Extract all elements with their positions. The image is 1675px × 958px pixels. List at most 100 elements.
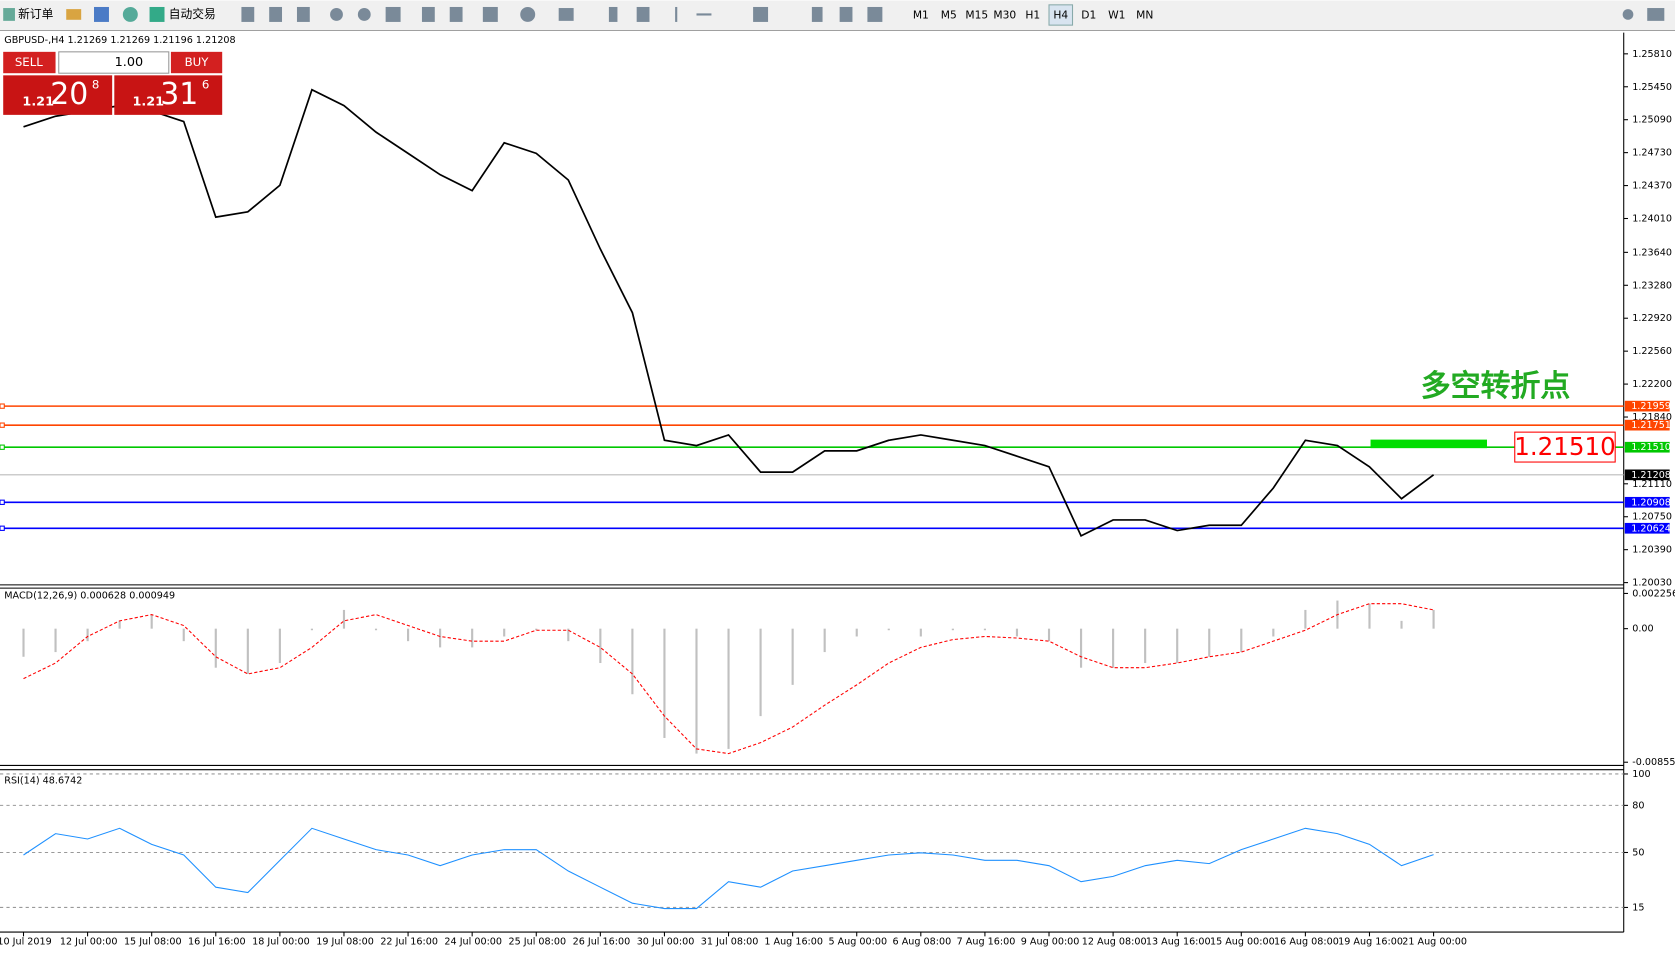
macd-bar	[503, 628, 506, 637]
icon[interactable]	[558, 8, 574, 21]
macd-bar	[1368, 603, 1371, 629]
icon[interactable]	[385, 6, 401, 22]
timeframe-button[interactable]: MN	[1136, 9, 1153, 22]
y-tick-label: 1.22920	[1632, 313, 1672, 324]
autotrade-icon[interactable]	[149, 6, 165, 22]
level-label-bg	[1624, 496, 1670, 508]
macd-bar	[54, 628, 57, 653]
timeframe-button[interactable]: M1	[913, 9, 929, 22]
x-tick-label: 19 Jul 08:00	[316, 937, 374, 948]
y-tick-label: 1.22200	[1632, 379, 1672, 390]
lots-value[interactable]: 1.00	[115, 55, 144, 70]
y-tick-label: 15	[1632, 902, 1644, 913]
level-label: 1.20908	[1631, 497, 1671, 508]
x-tick-label: 16 Aug 08:00	[1274, 937, 1339, 948]
sell-button[interactable]	[3, 51, 56, 74]
buy-price-big[interactable]: 1.21	[132, 95, 164, 110]
price-callout-box	[1514, 431, 1616, 463]
y-tick-label: 100	[1632, 769, 1650, 780]
icon[interactable]	[675, 6, 678, 22]
icon[interactable]	[122, 6, 138, 22]
x-tick-label: 9 Aug 00:00	[1021, 937, 1080, 948]
x-tick-label: 24 Jul 00:00	[444, 937, 502, 948]
timeframe-button[interactable]: M15	[965, 9, 988, 22]
buy-price-main[interactable]: 31	[160, 77, 198, 112]
macd-bar	[1079, 628, 1083, 668]
icon[interactable]	[330, 8, 343, 21]
x-tick-label: 21 Aug 00:00	[1402, 937, 1467, 948]
buy-button[interactable]	[170, 51, 223, 74]
macd-bar	[1240, 628, 1243, 653]
autotrade-button[interactable]: 自动交易	[169, 7, 216, 21]
level-label-bg	[1624, 419, 1670, 431]
level-handle	[0, 444, 5, 450]
icon[interactable]	[357, 8, 371, 21]
timeframe-active[interactable]	[1048, 4, 1074, 26]
macd-bar	[182, 628, 185, 642]
timeframe-button[interactable]: D1	[1081, 9, 1096, 22]
rsi-title: RSI(14) 48.6742	[4, 775, 82, 786]
x-tick-label: 12 Jul 00:00	[60, 937, 118, 948]
timeframe-button[interactable]: M30	[993, 9, 1016, 22]
sell-price-big[interactable]: 1.21	[22, 95, 54, 110]
y-tick-label: 1.21840	[1632, 412, 1672, 423]
macd-bar	[246, 628, 249, 674]
buy-price-small[interactable]: 6	[202, 77, 209, 91]
icon[interactable]	[636, 6, 650, 22]
x-tick-label: 12 Aug 08:00	[1082, 937, 1147, 948]
timeframe-button[interactable]: H4	[1053, 9, 1068, 22]
bid-label-bg	[1624, 469, 1670, 481]
x-tick-label: 18 Jul 00:00	[252, 937, 310, 948]
search-icon[interactable]	[1622, 9, 1634, 20]
icon[interactable]	[811, 6, 823, 22]
macd-bar	[1112, 628, 1115, 668]
timeframe-button[interactable]: H1	[1025, 9, 1040, 22]
icon[interactable]	[94, 6, 109, 22]
sell-price-box[interactable]	[3, 75, 113, 115]
icon[interactable]	[296, 6, 310, 22]
buy-price-box[interactable]	[114, 75, 223, 115]
chart-title: GBPUSD-,H4 1.21269 1.21269 1.21196 1.212…	[4, 35, 235, 46]
macd-bar	[1400, 620, 1403, 629]
lots-field[interactable]	[58, 51, 170, 74]
new-order-button[interactable]: 新订单	[18, 7, 53, 21]
icon[interactable]	[66, 9, 82, 20]
macd-bar	[214, 628, 217, 668]
icon[interactable]	[753, 6, 769, 22]
icon[interactable]	[482, 6, 498, 22]
icon[interactable]	[839, 6, 853, 22]
icon[interactable]	[241, 6, 255, 22]
level-label: 1.21510	[1631, 442, 1671, 453]
buy-label[interactable]: BUY	[185, 55, 210, 69]
macd-bar	[983, 628, 986, 631]
x-tick-label: 10 Jul 2019	[0, 937, 52, 948]
macd-bar	[310, 628, 313, 631]
sell-price-main[interactable]: 20	[50, 77, 88, 112]
timeframe-button[interactable]: W1	[1108, 9, 1125, 22]
turning-point-bar	[1370, 439, 1487, 449]
icon[interactable]	[867, 6, 883, 22]
sell-label[interactable]: SELL	[15, 55, 43, 69]
macd-bar	[342, 609, 346, 629]
icon[interactable]	[421, 6, 435, 22]
sell-price-small[interactable]: 8	[92, 77, 99, 91]
y-tick-label: 1.20030	[1632, 578, 1672, 589]
price-callout: 1.21510	[1514, 432, 1616, 461]
timeframe-button[interactable]: M5	[941, 9, 957, 22]
chat-icon[interactable]	[1647, 8, 1665, 21]
icon[interactable]	[520, 6, 536, 22]
macd-bar	[759, 628, 762, 717]
x-tick-label: 26 Jul 16:00	[573, 937, 631, 948]
icon[interactable]	[608, 6, 618, 22]
macd-bar	[278, 628, 281, 664]
icon[interactable]	[696, 13, 712, 16]
icon[interactable]	[449, 6, 463, 22]
icon[interactable]	[269, 6, 283, 22]
macd-bar	[727, 628, 730, 749]
macd-bar	[22, 628, 25, 657]
new-order-icon[interactable]	[3, 8, 15, 21]
y-tick-label: 1.22560	[1632, 346, 1672, 357]
macd-bar	[535, 628, 538, 631]
x-tick-label: 22 Jul 16:00	[380, 937, 438, 948]
